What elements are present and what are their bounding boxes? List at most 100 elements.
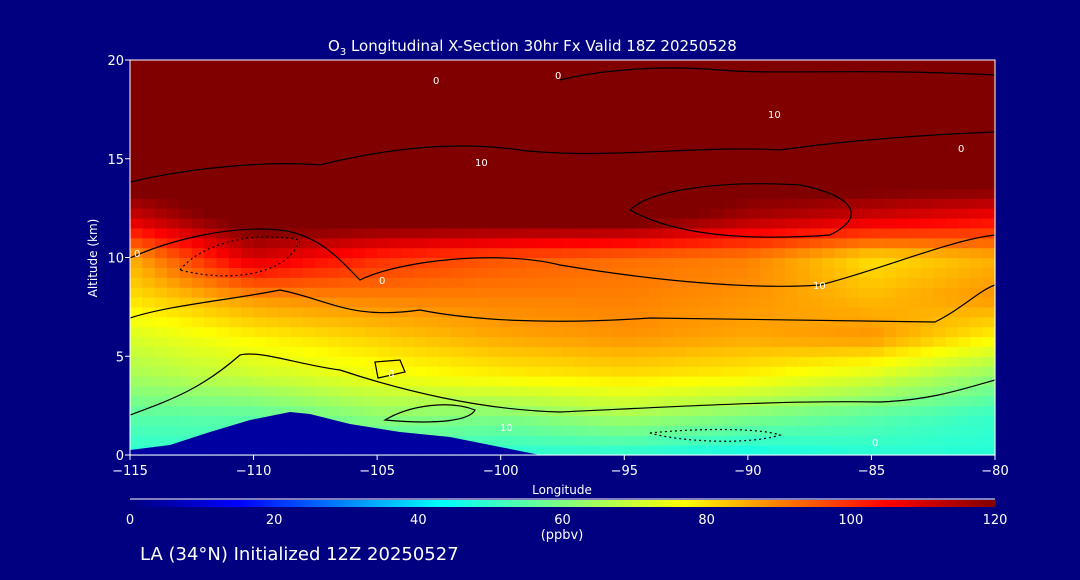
- heatmap-cell: [401, 297, 415, 308]
- heatmap-cell: [364, 395, 378, 407]
- heatmap-cell: [698, 297, 712, 308]
- heatmap-cell: [908, 385, 922, 397]
- heatmap-cell: [340, 306, 354, 318]
- heatmap-cell: [933, 306, 947, 318]
- heatmap-cell: [809, 336, 823, 347]
- heatmap-cell: [698, 79, 712, 91]
- heatmap-cell: [896, 168, 910, 180]
- heatmap-cell: [550, 415, 564, 426]
- heatmap-cell: [908, 415, 922, 426]
- heatmap-cell: [525, 69, 539, 81]
- heatmap-cell: [463, 119, 477, 130]
- heatmap-cell: [389, 247, 403, 259]
- heatmap-cell: [587, 376, 601, 387]
- heatmap-cell: [723, 395, 737, 407]
- heatmap-cell: [476, 277, 489, 288]
- heatmap-cell: [179, 405, 193, 417]
- heatmap-cell: [896, 188, 910, 199]
- heatmap-cell: [859, 356, 873, 367]
- heatmap-cell: [315, 237, 329, 249]
- heatmap-cell: [982, 188, 996, 199]
- heatmap-cell: [389, 168, 403, 180]
- heatmap-cell: [130, 99, 143, 110]
- heatmap-cell: [142, 415, 156, 426]
- heatmap-cell: [463, 297, 477, 308]
- heatmap-cell: [784, 366, 798, 377]
- heatmap-cell: [130, 60, 143, 71]
- heatmap-cell: [970, 119, 984, 130]
- heatmap-cell: [933, 376, 947, 387]
- heatmap-cell: [179, 287, 193, 298]
- heatmap-cell: [710, 297, 724, 308]
- heatmap-cell: [130, 346, 143, 357]
- heatmap-cell: [710, 395, 724, 407]
- heatmap-cell: [414, 267, 428, 278]
- heatmap-cell: [154, 425, 168, 436]
- heatmap-cell: [401, 178, 415, 189]
- heatmap-cell: [488, 326, 502, 338]
- heatmap-cell: [340, 336, 354, 347]
- heatmap-cell: [797, 257, 811, 268]
- heatmap-cell: [179, 247, 193, 259]
- heatmap-cell: [364, 129, 378, 140]
- heatmap-cell: [130, 227, 143, 239]
- heatmap-cell: [303, 366, 316, 377]
- heatmap-cell: [834, 306, 848, 318]
- heatmap-cell: [574, 148, 588, 160]
- svg-text:0: 0: [433, 76, 439, 87]
- heatmap-cell: [414, 69, 428, 81]
- heatmap-cell: [327, 277, 341, 288]
- heatmap-cell: [167, 405, 181, 417]
- heatmap-cell: [698, 218, 712, 229]
- heatmap-cell: [587, 60, 601, 71]
- heatmap-cell: [735, 257, 749, 268]
- heatmap-cell: [389, 356, 403, 367]
- heatmap-cell: [574, 109, 588, 120]
- heatmap-cell: [130, 148, 143, 160]
- heatmap-cell: [772, 198, 786, 209]
- heatmap-cell: [661, 148, 675, 160]
- heatmap-cell: [686, 218, 700, 229]
- heatmap-cell: [957, 316, 971, 328]
- heatmap-cell: [426, 208, 440, 219]
- heatmap-cell: [587, 198, 601, 209]
- heatmap-cell: [871, 139, 885, 150]
- heatmap-cell: [611, 405, 625, 417]
- heatmap-cell: [649, 109, 662, 120]
- heatmap-cell: [154, 415, 168, 426]
- heatmap-cell: [698, 306, 712, 318]
- heatmap-cell: [846, 287, 860, 298]
- heatmap-cell: [426, 277, 440, 288]
- heatmap-cell: [686, 257, 700, 268]
- heatmap-cell: [599, 415, 613, 426]
- heatmap-cell: [661, 257, 675, 268]
- colorbar-tick-label: 60: [554, 513, 571, 528]
- heatmap-cell: [278, 385, 292, 397]
- heatmap-cell: [970, 316, 984, 328]
- heatmap-cell: [476, 158, 489, 170]
- heatmap-cell: [624, 178, 638, 189]
- heatmap-cell: [599, 247, 613, 259]
- heatmap-cell: [451, 247, 465, 259]
- heatmap-cell: [896, 99, 910, 110]
- heatmap-cell: [167, 415, 181, 426]
- heatmap-cell: [327, 326, 341, 338]
- heatmap-cell: [624, 376, 638, 387]
- heatmap-cell: [871, 356, 885, 367]
- heatmap-cell: [846, 267, 860, 278]
- heatmap-cell: [352, 247, 366, 259]
- heatmap-cell: [167, 247, 181, 259]
- heatmap-cell: [438, 148, 452, 160]
- heatmap-cell: [760, 395, 774, 407]
- heatmap-cell: [735, 385, 749, 397]
- heatmap-cell: [574, 198, 588, 209]
- heatmap-cell: [883, 60, 897, 71]
- heatmap-cell: [735, 168, 749, 180]
- heatmap-cell: [735, 405, 749, 417]
- heatmap-cell: [871, 395, 885, 407]
- heatmap-cell: [982, 139, 996, 150]
- heatmap-cell: [525, 139, 539, 150]
- heatmap-cell: [364, 405, 378, 417]
- heatmap-cell: [957, 356, 971, 367]
- heatmap-cell: [574, 376, 588, 387]
